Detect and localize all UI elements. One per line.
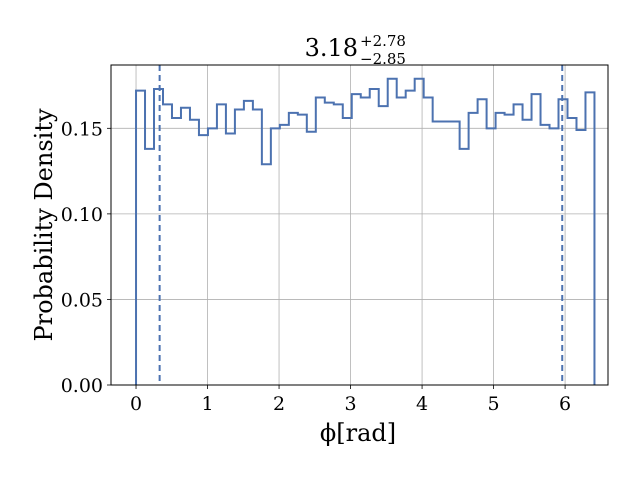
chart-title-upper-error: +2.78 [360,32,406,50]
x-tick-label: 1 [201,393,213,415]
y-tick-label: 0.00 [61,375,103,397]
y-axis-ticks: 0.00 0.05 0.10 0.15 [61,118,111,397]
x-tick-label: 0 [130,393,142,415]
chart-title: 3.18 [305,34,358,62]
histogram-step-line [135,77,596,385]
x-tick-label: 3 [345,393,357,415]
x-tick-label: 6 [559,393,571,415]
y-axis-label: Probability Density [30,108,58,342]
y-tick-label: 0.15 [61,118,103,140]
grid-lines [111,65,608,386]
x-axis-label: ϕ[rad] [320,419,396,447]
plot-area [135,65,596,385]
chart-title-lower-error: −2.85 [360,50,406,68]
x-tick-label: 2 [273,393,285,415]
x-axis-ticks: 0 1 2 3 4 5 6 [130,385,571,415]
x-tick-label: 4 [416,393,428,415]
y-tick-label: 0.05 [61,289,103,311]
x-tick-label: 5 [488,393,500,415]
y-tick-label: 0.10 [61,204,103,226]
axes-frame [110,64,609,386]
